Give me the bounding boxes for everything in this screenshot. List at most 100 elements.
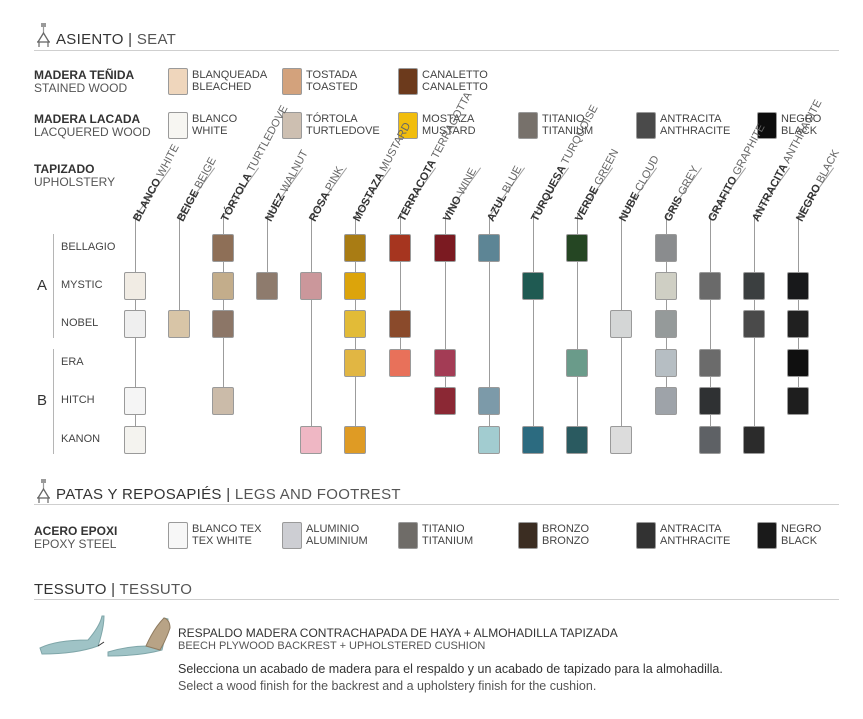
swatch-label-es: TOSTADA bbox=[306, 69, 357, 81]
upholstery-chip bbox=[743, 426, 765, 454]
stained-wood-label-en: STAINED WOOD bbox=[34, 81, 128, 95]
swatch-label-en: CANALETTO bbox=[422, 81, 488, 93]
swatch-label-en: TURTLEDOVE bbox=[306, 125, 380, 137]
column-guide-line bbox=[798, 216, 799, 401]
column-guide-line bbox=[267, 216, 268, 286]
lacquered-wood-label-en: LACQUERED WOOD bbox=[34, 125, 151, 139]
upholstery-chip bbox=[655, 272, 677, 300]
row-label: ERA bbox=[61, 356, 84, 368]
section-divider bbox=[34, 50, 839, 51]
epoxy-steel-label-en: EPOXY STEEL bbox=[34, 537, 117, 551]
upholstery-chip bbox=[256, 272, 278, 300]
upholstery-chip bbox=[610, 426, 632, 454]
section-divider bbox=[34, 599, 839, 600]
column-header-es: TERRACOTA bbox=[396, 157, 439, 224]
row-label: HITCH bbox=[61, 394, 95, 406]
column-header: BLANCO WHITE bbox=[131, 142, 182, 223]
row-label: KANON bbox=[61, 433, 101, 445]
column-header-en: BLACK bbox=[814, 147, 842, 186]
upholstery-chip bbox=[434, 349, 456, 377]
column-guide-line bbox=[666, 216, 667, 401]
color-swatch bbox=[757, 522, 777, 549]
swatch-label-en: ALUMINIUM bbox=[306, 535, 368, 547]
column-header-en: WALNUT bbox=[278, 148, 311, 195]
epoxy-steel-label-es: ACERO EPOXI bbox=[34, 524, 118, 538]
column-guide-line bbox=[400, 216, 401, 363]
group-bracket-line bbox=[53, 349, 54, 454]
upholstery-chip bbox=[300, 272, 322, 300]
color-swatch bbox=[168, 68, 188, 95]
swatch-label-en: TOASTED bbox=[306, 81, 358, 93]
upholstery-chip bbox=[743, 310, 765, 338]
column-header-en: WHITE bbox=[154, 142, 182, 180]
seat-chair-icon bbox=[37, 23, 50, 47]
upholstery-chip bbox=[389, 349, 411, 377]
column-header-es: AZUL bbox=[485, 192, 510, 224]
upholstery-chip bbox=[522, 426, 544, 454]
upholstery-chip bbox=[344, 234, 366, 262]
swatch-label-es: TÓRTOLA bbox=[306, 113, 358, 125]
upholstery-chip bbox=[124, 387, 146, 415]
column-header: NUBE CLOUD bbox=[617, 154, 662, 224]
swatch-label-es: TITANIO bbox=[542, 113, 585, 125]
upholstery-chip bbox=[610, 310, 632, 338]
swatch-label-es: MOSTAZA bbox=[422, 113, 475, 125]
swatch-label-en: TEX WHITE bbox=[192, 535, 252, 547]
legs-chair-icon bbox=[37, 479, 50, 503]
upholstery-chip bbox=[212, 272, 234, 300]
swatch-label-es: CANALETTO bbox=[422, 69, 488, 81]
swatch-label-en: MUSTARD bbox=[422, 125, 476, 137]
color-swatch bbox=[518, 112, 538, 139]
upholstery-chip bbox=[124, 272, 146, 300]
title-separator: | bbox=[111, 581, 116, 598]
color-swatch bbox=[636, 522, 656, 549]
row-label: NOBEL bbox=[61, 317, 99, 329]
upholstery-label-en: UPHOLSTERY bbox=[34, 175, 116, 189]
upholstery-chip bbox=[787, 310, 809, 338]
color-swatch bbox=[282, 522, 302, 549]
upholstery-chip bbox=[124, 426, 146, 454]
column-header: AZUL BLUE bbox=[485, 164, 524, 224]
upholstery-chip bbox=[478, 234, 500, 262]
upholstery-chip bbox=[434, 387, 456, 415]
swatch-label-en: TITANIUM bbox=[422, 535, 474, 547]
swatch-label-en: BLEACHED bbox=[192, 81, 252, 93]
column-guide-line bbox=[445, 216, 446, 401]
color-swatch bbox=[168, 112, 188, 139]
upholstery-chip bbox=[212, 310, 234, 338]
group-label: A bbox=[37, 277, 48, 294]
column-header-es: VINO bbox=[441, 194, 465, 224]
column-header: TERRACOTA TERRACOTTA bbox=[396, 90, 475, 224]
column-header-es: GRIS bbox=[662, 194, 686, 224]
column-header-en: PINK bbox=[323, 164, 347, 193]
color-swatch bbox=[282, 112, 302, 139]
swatch-label-es: NEGRO bbox=[781, 523, 822, 535]
column-header-en: BLUE bbox=[500, 164, 525, 196]
swatch-label-es: NEGRO bbox=[781, 113, 822, 125]
column-guide-line bbox=[179, 216, 180, 324]
upholstery-chip bbox=[566, 426, 588, 454]
legs-title-en: LEGS AND FOOTREST bbox=[234, 486, 401, 503]
tessuto-title-es: TESSUTO bbox=[34, 581, 107, 598]
upholstery-chip bbox=[655, 234, 677, 262]
upholstery-chip bbox=[699, 426, 721, 454]
upholstery-chip bbox=[699, 272, 721, 300]
upholstery-chip bbox=[655, 310, 677, 338]
section-divider bbox=[34, 504, 839, 505]
upholstery-chip bbox=[478, 387, 500, 415]
column-guide-line bbox=[577, 216, 578, 440]
lacquered-wood-label-es: MADERA LACADA bbox=[34, 112, 141, 126]
upholstery-chip bbox=[124, 310, 146, 338]
upholstery-chip bbox=[344, 426, 366, 454]
column-header-es: TURQUESA bbox=[529, 163, 569, 224]
column-header: ROSA PINK bbox=[307, 165, 346, 224]
color-swatch bbox=[636, 112, 656, 139]
upholstery-chip bbox=[478, 426, 500, 454]
swatch-label-en: ANTHRACITE bbox=[660, 125, 731, 137]
column-header-en: GREEN bbox=[592, 147, 622, 188]
upholstery-chip bbox=[344, 349, 366, 377]
column-header-en: WINE bbox=[455, 166, 480, 198]
upholstery-chip bbox=[699, 387, 721, 415]
upholstery-chip bbox=[168, 310, 190, 338]
column-header-es: GRAFITO bbox=[706, 174, 740, 224]
